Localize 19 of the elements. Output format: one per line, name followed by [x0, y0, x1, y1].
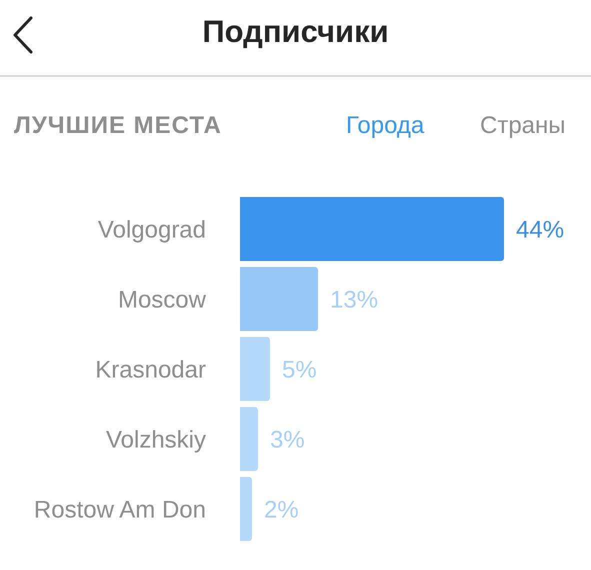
chart-subtitle: ЛУЧШИЕ МЕСТА: [14, 112, 222, 140]
y-tick-label: Krasnodar: [95, 356, 206, 384]
y-tick-label: Volgograd: [98, 216, 206, 244]
data-label: 3%: [270, 426, 305, 454]
bar: [240, 267, 318, 331]
bar: [240, 197, 504, 261]
data-label: 5%: [282, 356, 317, 384]
data-label: 2%: [264, 496, 299, 524]
y-tick-label: Rostow Am Don: [34, 496, 206, 524]
text: Страны: [480, 112, 566, 140]
data-label: 13%: [330, 286, 378, 314]
bar: [240, 337, 270, 401]
chart-title: Подписчики: [201, 14, 390, 50]
bar: [240, 477, 252, 541]
bar: [240, 407, 258, 471]
data-label: 44%: [516, 216, 564, 244]
y-tick-label: Volzhskiy: [106, 426, 206, 454]
text: Города: [346, 112, 424, 140]
y-tick-label: Moscow: [118, 286, 207, 314]
